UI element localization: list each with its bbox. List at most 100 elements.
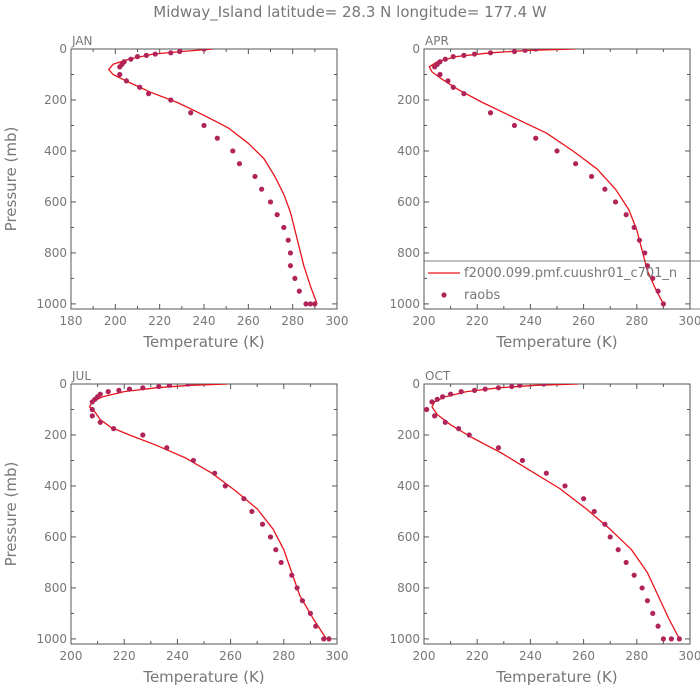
raobs-point xyxy=(326,636,332,642)
raobs-point xyxy=(623,212,629,218)
panel-label: JAN xyxy=(71,34,93,48)
raobs-point xyxy=(249,508,255,515)
raobs-point xyxy=(321,636,327,642)
y-tick-label: 600 xyxy=(44,195,67,209)
raobs-point xyxy=(140,385,146,391)
raobs-point xyxy=(487,50,494,56)
raobs-point xyxy=(201,49,207,52)
raobs-point xyxy=(541,384,547,387)
raobs-point xyxy=(299,598,306,604)
raobs-point xyxy=(294,585,300,591)
y-axis-label: Pressure (mb) xyxy=(2,462,20,567)
x-tick-label: 260 xyxy=(219,649,242,663)
y-tick-label: 400 xyxy=(44,479,67,493)
raobs-point xyxy=(128,56,134,62)
raobs-point xyxy=(126,386,133,392)
plot-frame xyxy=(423,383,691,645)
raobs-point xyxy=(116,387,122,393)
x-tick-label: 200 xyxy=(413,314,436,328)
raobs-point xyxy=(89,399,95,405)
x-tick-label: 200 xyxy=(413,649,436,663)
raobs-point xyxy=(164,445,170,451)
raobs-point xyxy=(296,288,302,294)
raobs-point xyxy=(313,623,319,629)
raobs-point xyxy=(241,496,247,502)
raobs-point xyxy=(289,572,295,578)
raobs-point xyxy=(89,406,95,413)
raobs-point xyxy=(259,186,265,192)
raobs-point xyxy=(676,636,682,642)
y-tick-label: 1000 xyxy=(389,632,420,646)
y-axis-label: Pressure (mb) xyxy=(2,127,20,232)
x-tick-label: 280 xyxy=(625,649,648,663)
raobs-point xyxy=(424,406,430,413)
plot-frame xyxy=(70,383,338,645)
x-tick-label: 220 xyxy=(148,314,171,328)
raobs-point xyxy=(636,237,643,243)
y-tick-label: 200 xyxy=(44,428,67,442)
raobs-point xyxy=(236,161,243,167)
raobs-point xyxy=(588,173,595,180)
raobs-point xyxy=(140,432,146,438)
x-tick-label: 260 xyxy=(237,314,260,328)
raobs-point xyxy=(201,122,207,129)
panels: 180 200 220 240 260 280 300 0 200 400 600 800 1000 JA… xyxy=(2,34,700,686)
data-layer xyxy=(428,49,667,307)
x-tick-label: 280 xyxy=(625,314,648,328)
raobs-point xyxy=(455,426,462,432)
y-tick-label: 400 xyxy=(44,144,67,158)
y-tick-label: 800 xyxy=(397,246,420,260)
raobs-point xyxy=(581,496,587,502)
raobs-point xyxy=(668,636,674,642)
y-tick-label: 400 xyxy=(397,479,420,493)
x-axis-label: Temperature (K) xyxy=(142,668,264,686)
x-tick-label: 300 xyxy=(679,649,700,663)
model-profile-line xyxy=(108,49,318,305)
raobs-point xyxy=(655,623,661,629)
raobs-point xyxy=(145,91,152,97)
x-tick-label: 280 xyxy=(272,649,295,663)
raobs-point xyxy=(212,470,218,476)
raobs-point xyxy=(519,457,526,464)
raobs-point xyxy=(562,483,568,489)
y-tick-label: 600 xyxy=(44,530,67,544)
x-tick-label: 180 xyxy=(60,314,83,328)
y-tick-label: 800 xyxy=(397,581,420,595)
raobs-point xyxy=(168,97,174,103)
x-tick-label: 200 xyxy=(104,314,127,328)
raobs-point xyxy=(312,301,318,307)
raobs-point xyxy=(573,161,579,167)
raobs-point xyxy=(230,148,236,154)
raobs-point xyxy=(461,52,467,58)
y-tick-label: 1000 xyxy=(36,297,67,311)
y-tick-label: 400 xyxy=(397,144,420,158)
raobs-point xyxy=(432,64,438,70)
raobs-point xyxy=(450,54,456,60)
raobs-point xyxy=(458,389,464,395)
raobs-point xyxy=(117,64,123,70)
x-tick-label: 240 xyxy=(166,649,189,663)
panel-label: JUL xyxy=(71,369,91,383)
data-layer xyxy=(88,384,332,642)
raobs-point xyxy=(466,432,472,438)
raobs-point xyxy=(177,49,183,55)
x-tick-label: 220 xyxy=(466,314,489,328)
raobs-point xyxy=(252,173,258,180)
raobs-point xyxy=(445,78,451,84)
panel-label: OCT xyxy=(425,369,451,383)
raobs-point xyxy=(642,250,648,256)
raobs-point xyxy=(495,385,502,391)
model-profile-line xyxy=(431,384,680,640)
raobs-point xyxy=(440,394,446,400)
raobs-point xyxy=(105,389,111,395)
raobs-point xyxy=(615,547,621,553)
raobs-point xyxy=(482,386,488,392)
raobs-point xyxy=(650,275,656,282)
raobs-point xyxy=(602,521,608,527)
raobs-point xyxy=(110,426,117,432)
raobs-point xyxy=(437,71,443,78)
raobs-point xyxy=(639,585,645,591)
panel-label: APR xyxy=(425,34,449,48)
x-tick-label: 280 xyxy=(281,314,304,328)
